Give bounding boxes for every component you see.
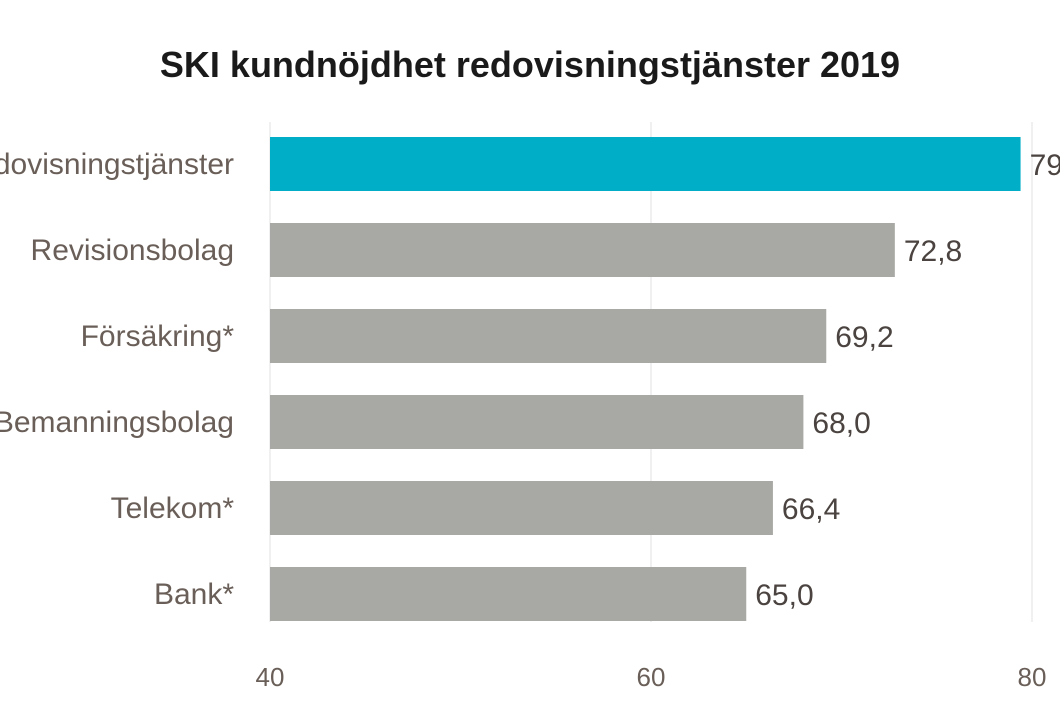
bar bbox=[270, 567, 747, 621]
data-label: 69,2 bbox=[835, 321, 893, 354]
bar bbox=[270, 137, 1021, 191]
data-label: 68,0 bbox=[812, 407, 870, 440]
bar bbox=[270, 481, 773, 535]
category-label: Redovisningstjänster bbox=[0, 148, 234, 181]
data-label: 79,4 bbox=[1030, 149, 1060, 182]
category-label: Telekom* bbox=[111, 492, 235, 525]
category-label: Försäkring* bbox=[81, 320, 235, 353]
x-tick-label: 60 bbox=[637, 662, 666, 692]
bar bbox=[270, 223, 895, 277]
x-tick-label: 80 bbox=[1018, 662, 1047, 692]
x-tick-label: 40 bbox=[256, 662, 285, 692]
chart-title: SKI kundnöjdhet redovisningstjänster 201… bbox=[159, 44, 901, 85]
bar bbox=[270, 309, 827, 363]
data-label: 66,4 bbox=[782, 493, 840, 526]
category-label: Bank* bbox=[154, 578, 234, 611]
category-label: Bemanningsbolag bbox=[0, 406, 234, 439]
bar bbox=[270, 395, 804, 449]
category-label: Revisionsbolag bbox=[31, 234, 234, 267]
data-label: 72,8 bbox=[904, 235, 962, 268]
data-label: 65,0 bbox=[755, 579, 813, 612]
